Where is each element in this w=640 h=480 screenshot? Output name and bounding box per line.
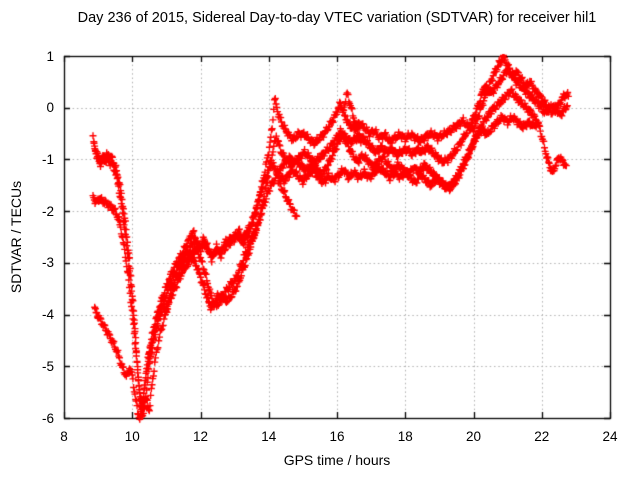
x-tick-label: 20 bbox=[465, 429, 482, 444]
x-tick-label: 24 bbox=[602, 429, 618, 444]
y-tick-label: -3 bbox=[41, 255, 54, 271]
x-tick-label: 18 bbox=[397, 429, 413, 444]
y-tick-label: 0 bbox=[46, 100, 54, 116]
x-tick-label: 12 bbox=[192, 429, 209, 444]
y-tick-label: -6 bbox=[41, 410, 54, 426]
y-tick-label: -5 bbox=[41, 358, 54, 374]
x-tick-label: 22 bbox=[534, 429, 550, 444]
x-tick-label: 16 bbox=[329, 429, 345, 444]
y-tick-label: -1 bbox=[41, 151, 54, 167]
y-tick-label: 1 bbox=[46, 48, 54, 64]
y-tick-label: -4 bbox=[41, 307, 54, 323]
x-axis-label: GPS time / hours bbox=[283, 452, 391, 468]
y-axis-label: SDTVAR / TECUs bbox=[8, 180, 24, 294]
chart-title: Day 236 of 2015, Sidereal Day-to-day VTE… bbox=[77, 10, 597, 26]
x-tick-label: 8 bbox=[60, 429, 68, 444]
x-tick-label: 14 bbox=[261, 429, 277, 444]
y-tick-label: -2 bbox=[41, 203, 54, 219]
x-tick-label: 10 bbox=[124, 429, 140, 444]
